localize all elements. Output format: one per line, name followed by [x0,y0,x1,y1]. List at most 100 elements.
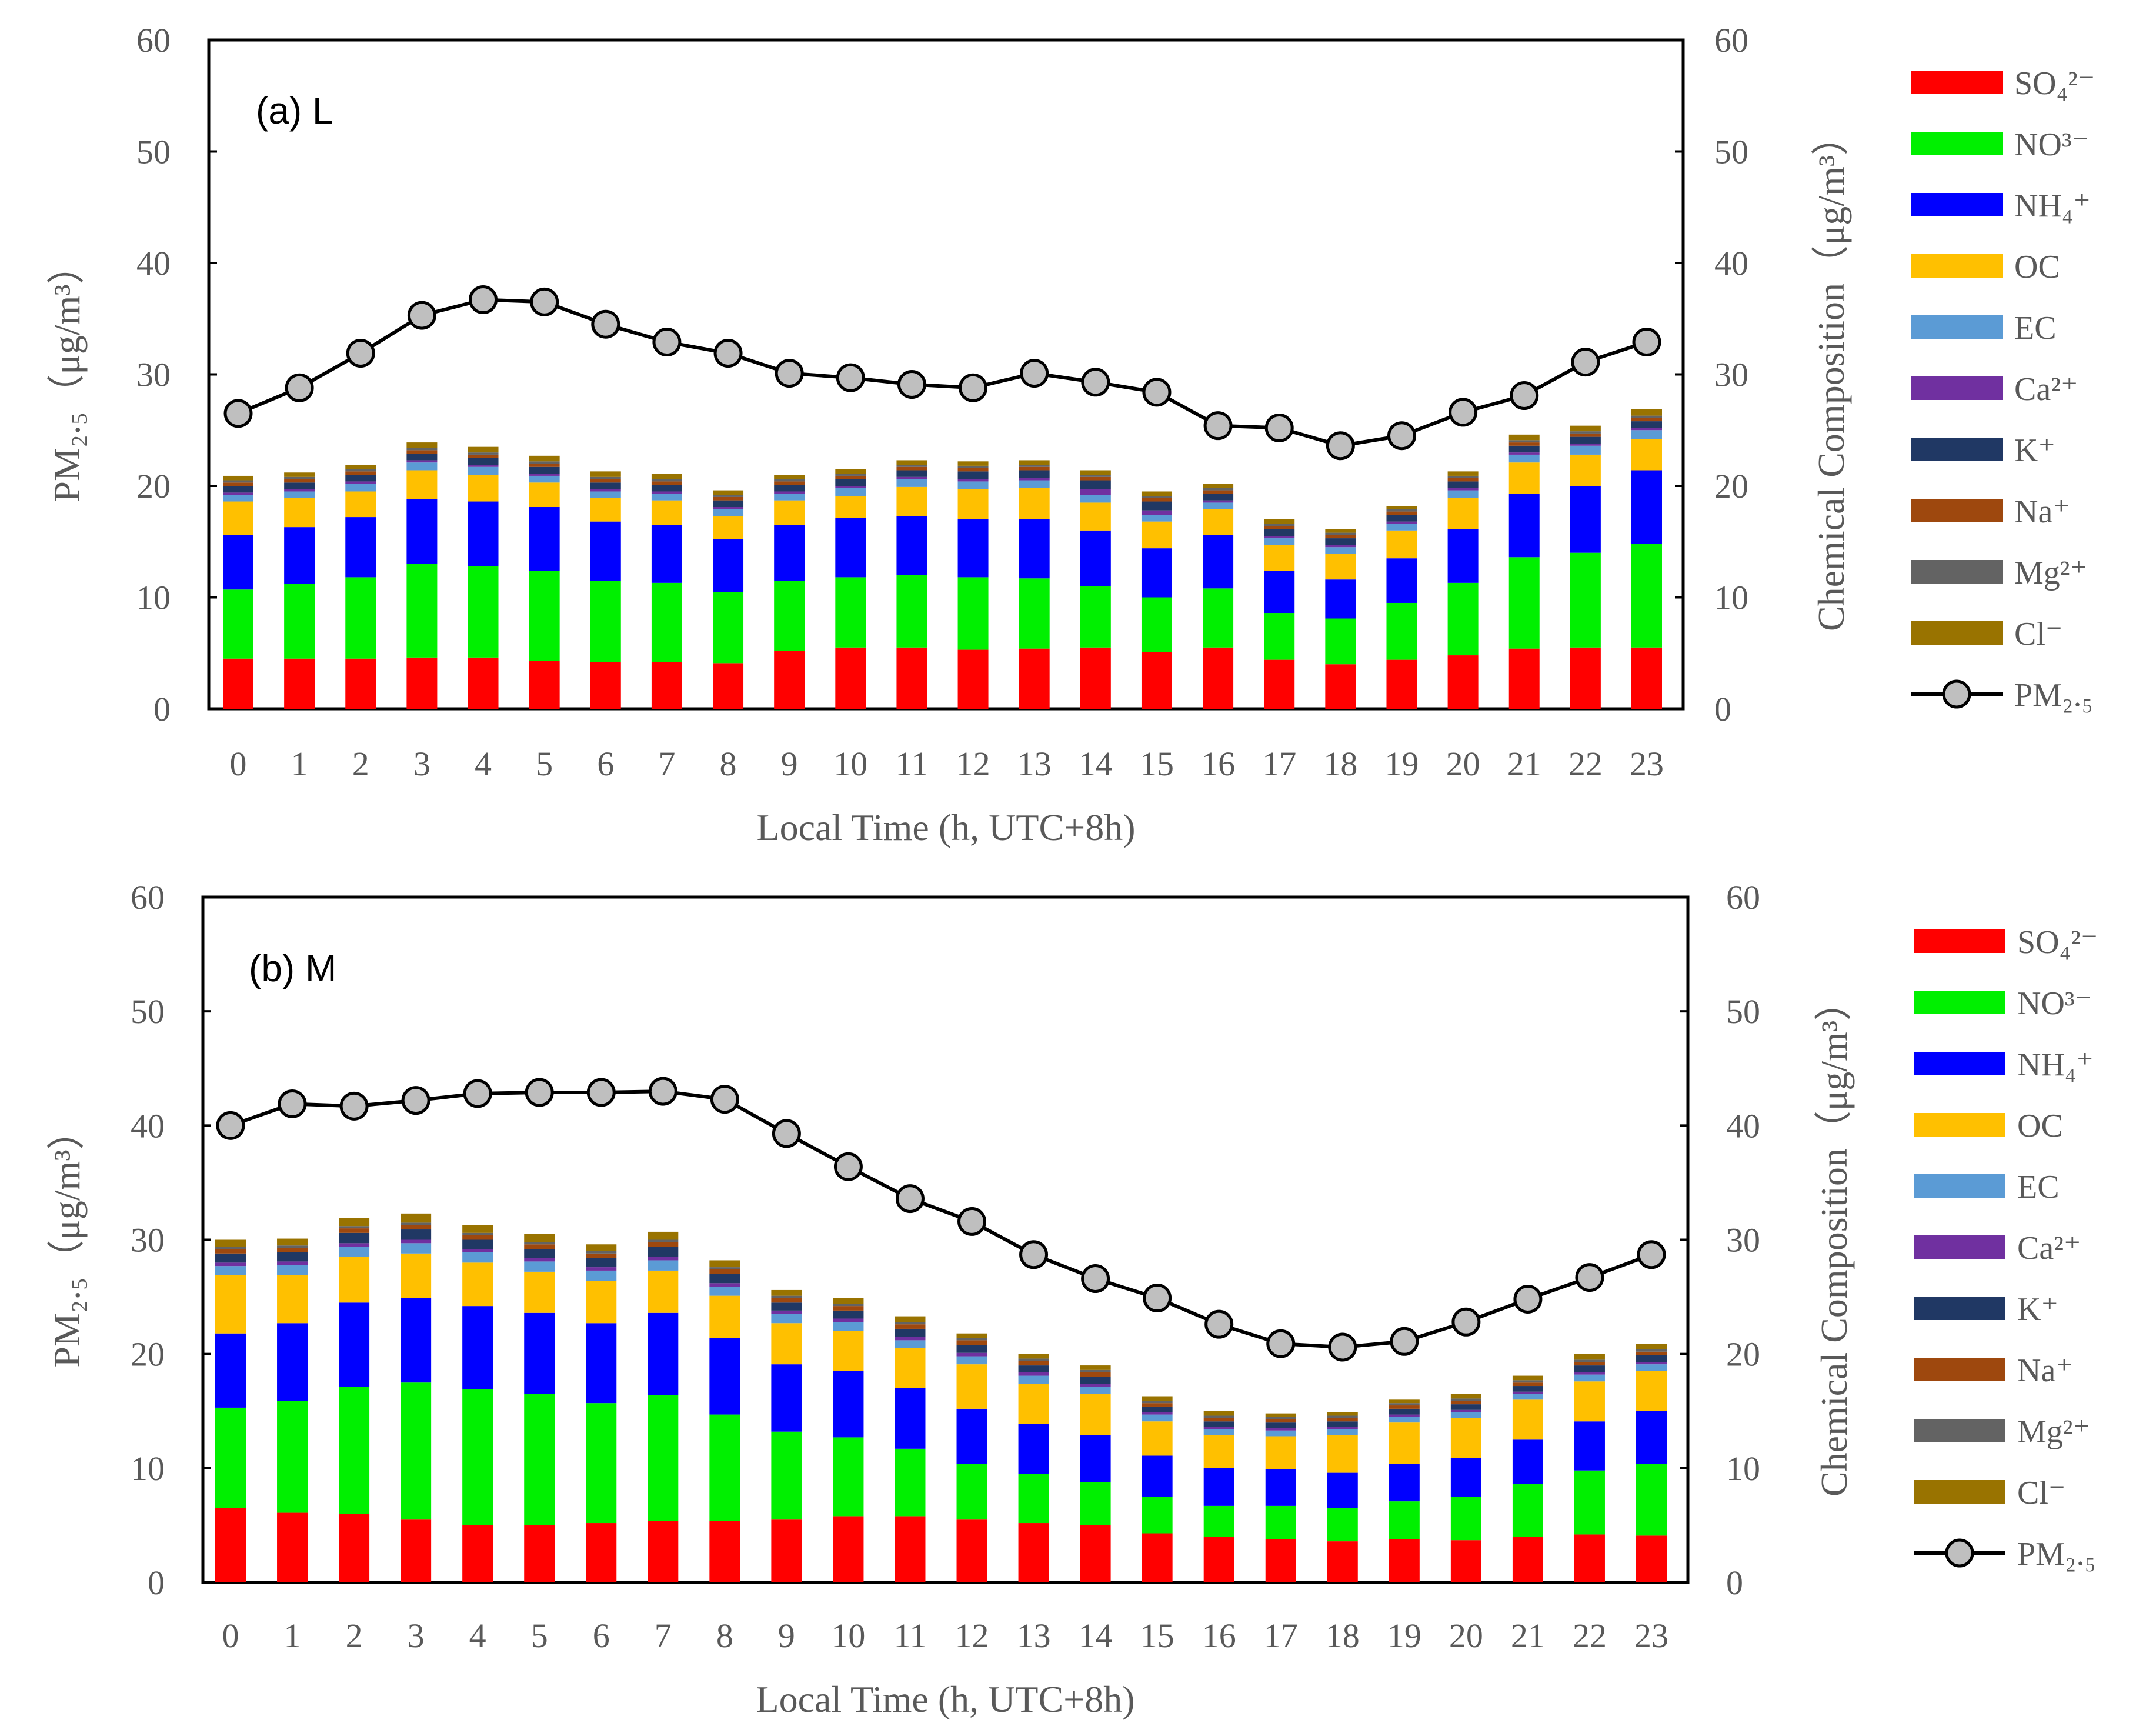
bar-segment-cl [771,1289,802,1296]
bar-segment-nh4 [1080,1435,1111,1482]
bar-segment-mg [277,1245,308,1248]
left-tick-label: 10 [131,1449,165,1488]
legend-swatch-oc [1914,1113,2005,1137]
left-tick-label: 50 [136,133,171,171]
bar-segment-na [651,481,682,485]
bar-segment-ec [1080,1387,1111,1394]
bar-segment-nh4 [1570,486,1601,553]
bar-segment-nh4 [462,1306,493,1389]
bar-segment-mg [896,464,927,467]
bar-segment-no3 [1141,597,1172,652]
bar-segment-oc [215,1275,246,1334]
bar-segment-ca [406,460,438,463]
x-tick-label: 16 [1202,1617,1236,1655]
x-tick-label: 13 [1017,1617,1051,1655]
bar-segment-nh4 [1142,1455,1173,1497]
bar-segment-mg [1631,415,1662,418]
bar-segment-so4 [1386,659,1417,709]
bar-segment-mg [1389,1403,1420,1406]
bar-segment-ec [648,1260,679,1271]
bar-segment-so4 [401,1519,432,1582]
bar-segment-k [284,482,315,489]
bar-segment-ec [833,1322,864,1331]
legend-label-ec: EC [2014,310,2057,346]
x-axis-ticks: 0 1 2 3 4 5 6 7 8 9 10 11 12 13 14 15 16 17 18 19 20 21 22 23 [222,1617,1669,1655]
bar-segment-k [223,486,253,493]
bar-segment-ca [709,1283,740,1287]
bar-segment-cl [1386,506,1417,509]
bar-segment-k [1450,1404,1481,1410]
bar-segment-oc [406,470,438,499]
bar-segment-k [896,470,927,477]
bar-segment-nh4 [339,1302,370,1387]
bar-segment-so4 [1327,1541,1358,1582]
pm25-marker [833,1152,863,1181]
bar-segment-na [284,479,315,483]
bar-segment-so4 [1447,655,1479,709]
bar-segment-k [462,1239,493,1249]
bar-segment-nh4 [1512,1439,1543,1485]
bar-segment-mg [401,1222,432,1225]
bar-segment-mg [223,480,253,483]
bar-segment-k [1508,445,1540,453]
bar-segment-nh4 [648,1312,679,1395]
x-tick-label: 18 [1326,1617,1360,1655]
bar-segment-cl [215,1239,246,1247]
pm25-marker [836,363,865,392]
bar-segment-oc [1636,1371,1667,1411]
bar-segment-no3 [1389,1501,1420,1539]
x-tick-label: 20 [1446,745,1480,783]
bar-segment-ec [277,1265,308,1275]
legend-label-oc: OC [2014,249,2060,285]
bar-segment-so4 [462,1525,493,1582]
bar-segment-na [895,1324,926,1329]
bar-segment-no3 [1450,1497,1481,1541]
legend-label-na: Na⁺ [2017,1352,2073,1389]
bar-segment-na [401,1225,432,1230]
bar-segment-ec [1574,1374,1605,1382]
bar-segment-ec [339,1247,370,1257]
bar-segment-so4 [1636,1535,1667,1582]
bar-segment-ec [1264,538,1295,545]
bar-segment-na [277,1248,308,1252]
bar-segment-ca [590,489,621,492]
bar-segment-nh4 [1327,1472,1358,1508]
pm25-marker [775,359,804,388]
bar-segment-ec [1203,502,1234,509]
pm25-marker [1390,1327,1419,1356]
bar-segment-ec [1636,1364,1667,1371]
bar-segment-k [586,1258,617,1268]
bar-segment-ec [956,1356,987,1365]
bar-segment-cl [957,461,989,466]
bar-segment-na [1019,466,1050,471]
bar-segment-ec [406,462,438,471]
bar-segment-no3 [895,1448,926,1517]
x-axis-title: Local Time (h, UTC+8h) [756,1678,1134,1720]
bar-segment-oc [1264,545,1295,571]
bar-segment-k [1264,529,1295,536]
x-tick-label: 10 [833,745,867,783]
bar-segment-oc [345,491,376,518]
bar-segment-mg [1570,431,1601,434]
bar-segment-so4 [1203,1537,1234,1582]
bar-segment-so4 [284,658,315,709]
bar-segment-na [529,464,560,467]
x-tick-label: 5 [531,1617,548,1655]
bar-segment-ec [771,1314,802,1324]
legend-label-pm25: PM₂.₅ [2014,677,2093,714]
bar-segment-nh4 [1325,579,1356,619]
bar-segment-no3 [896,575,927,648]
bar-segment-no3 [406,564,438,658]
bar-segment-ec [524,1261,555,1272]
x-tick-label: 2 [352,745,369,783]
bar-stacks [215,1213,1667,1582]
bar-segment-ca [833,1318,864,1322]
right-tick-label: 30 [1714,356,1748,394]
bar-segment-na [1203,1418,1234,1422]
bar-segment-mg [774,479,805,482]
legend-label-nh4: NH₄⁺ [2014,188,2091,224]
bar-segment-oc [648,1270,679,1313]
bar-segment-ec [1327,1429,1358,1435]
legend-label-k: K⁺ [2017,1291,2058,1328]
